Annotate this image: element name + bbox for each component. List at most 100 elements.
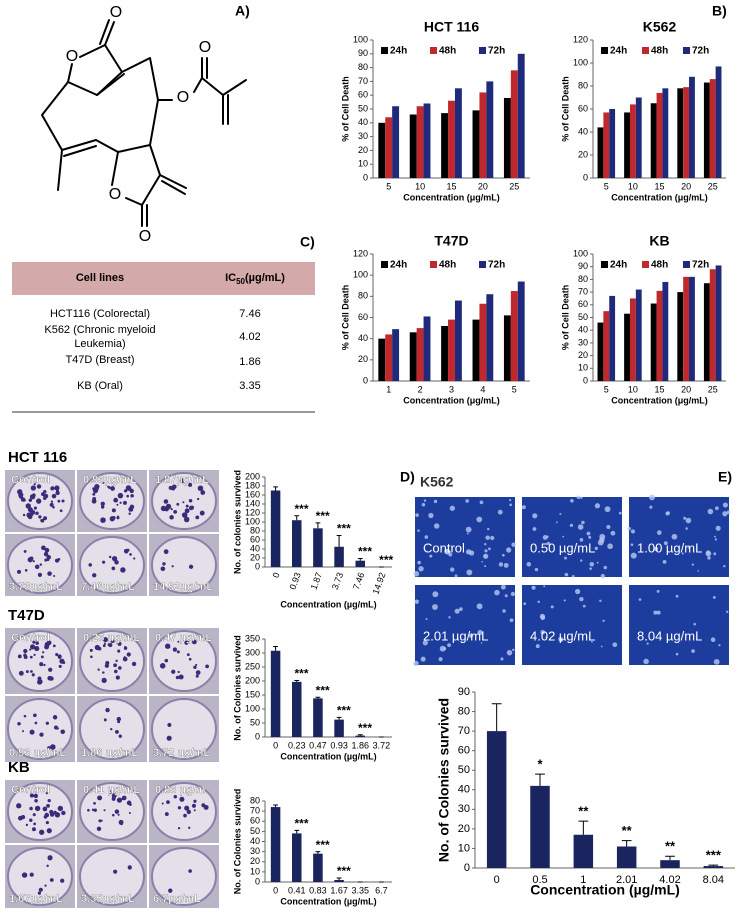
cell <box>521 505 526 510</box>
colony <box>177 670 180 674</box>
error-bar <box>336 716 342 720</box>
colony <box>188 499 193 503</box>
colony <box>30 670 33 673</box>
section-title: KB <box>8 759 30 776</box>
y-tick-label: 20 <box>250 856 260 866</box>
atom-label: O <box>139 228 151 245</box>
colony <box>52 644 56 648</box>
error-bar <box>665 855 675 861</box>
colony <box>24 568 28 572</box>
x-tick-label: 7.46 <box>351 571 366 591</box>
colony <box>97 795 103 801</box>
cell <box>662 559 667 564</box>
colony <box>17 721 21 726</box>
colony <box>29 729 35 735</box>
colony <box>176 650 180 654</box>
y-axis-label: No. of Colonies survived <box>232 789 242 895</box>
colony <box>29 818 33 822</box>
plate-label: 0.23 µg/mL <box>83 632 140 644</box>
cell <box>509 498 512 502</box>
bar <box>650 103 657 178</box>
plate <box>7 782 73 841</box>
cell <box>503 562 509 568</box>
molecule: O O O O O O <box>41 4 247 245</box>
bar <box>472 110 480 178</box>
y-tick-label: 90 <box>458 686 470 698</box>
colony <box>54 485 60 491</box>
colony <box>43 516 48 521</box>
legend-swatch <box>601 47 608 54</box>
legend-swatch <box>601 261 608 268</box>
bar <box>423 316 431 381</box>
colony <box>41 545 46 551</box>
colony <box>17 569 22 574</box>
cell <box>627 526 631 531</box>
cell <box>618 511 622 515</box>
colony <box>101 677 107 684</box>
colony <box>45 721 49 725</box>
colony <box>102 481 105 484</box>
cell <box>468 550 475 556</box>
colony <box>47 799 51 803</box>
colony <box>191 803 197 808</box>
y-tick-label: 0 <box>363 172 368 182</box>
colony <box>108 642 113 648</box>
colony <box>44 884 47 887</box>
colony <box>30 485 37 491</box>
cell <box>712 595 716 599</box>
colony <box>164 812 169 817</box>
cell <box>630 543 634 547</box>
x-tick-label: 20 <box>681 181 691 191</box>
x-tick-label: 1 <box>580 874 586 886</box>
colony <box>183 516 190 523</box>
cell <box>414 599 419 604</box>
bar <box>683 276 690 381</box>
bar <box>703 866 724 868</box>
colony <box>39 829 45 835</box>
colony <box>179 796 185 802</box>
colony <box>32 560 35 563</box>
bar <box>270 650 281 737</box>
plate-label: 0.47 µg/mL <box>155 632 212 644</box>
bar <box>454 88 462 178</box>
cell <box>510 591 516 597</box>
atom-label: O <box>199 39 211 56</box>
bar <box>573 834 594 868</box>
y-tick-label: 70 <box>458 725 470 737</box>
cell <box>707 556 711 560</box>
plate <box>79 782 145 841</box>
error-bar <box>491 703 502 732</box>
x-tick-label: 10 <box>628 181 638 191</box>
plate <box>151 847 217 906</box>
colony <box>23 549 27 553</box>
cell <box>545 636 548 639</box>
bar <box>503 315 511 381</box>
plate-label: 1.67µg/mL <box>9 893 63 905</box>
chart-title: HCT 116 <box>424 19 479 35</box>
table-cell: 3.35 <box>239 380 260 392</box>
micrograph <box>522 585 622 665</box>
cell <box>485 535 490 540</box>
bar <box>479 303 487 381</box>
legend-swatch <box>642 47 649 54</box>
cell <box>511 542 516 547</box>
error-bar <box>273 646 278 651</box>
colony <box>59 509 63 513</box>
colony <box>29 655 33 659</box>
cell <box>477 629 483 636</box>
cell <box>413 570 420 577</box>
x-tick-label: 0.41 <box>288 885 306 895</box>
x-axis-label: Concentration (µg/mL) <box>280 599 376 609</box>
y-tick-label: 200 <box>245 675 260 685</box>
x-tick-label: 5 <box>604 181 609 191</box>
legend-label: 48h <box>651 260 668 271</box>
colony <box>21 872 28 878</box>
y-tick-label: 80 <box>358 62 368 72</box>
x-tick-label: 3.35 <box>351 885 369 895</box>
cell <box>448 616 451 619</box>
significance: *** <box>295 667 309 681</box>
colony <box>45 820 49 825</box>
cell <box>537 600 540 604</box>
significance: *** <box>316 838 330 852</box>
